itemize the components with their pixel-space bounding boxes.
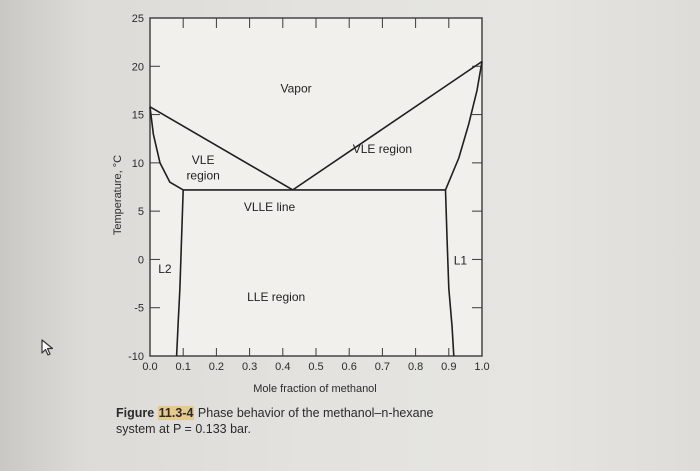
plot-frame [149, 17, 483, 357]
y-tick-label-2: 15 [132, 110, 144, 122]
annotation-7: L1 [454, 253, 468, 267]
phase-line-2 [149, 106, 184, 191]
x-tick-label-10: 1.0 [474, 361, 489, 373]
figure-caption: Figure 11.3-4 Phase behavior of the meth… [116, 405, 556, 437]
plot-area [149, 17, 483, 357]
y-tick-label-7: -10 [128, 351, 144, 363]
phase-line-5 [444, 189, 455, 357]
x-tick-label-2: 0.2 [209, 361, 224, 373]
x-axis-label: Mole fraction of methanol [253, 383, 377, 395]
y-tick-label-6: -5 [134, 303, 144, 315]
x-tick-label-4: 0.4 [275, 361, 290, 373]
annotation-3: VLE region [353, 142, 412, 156]
x-tick-label-6: 0.6 [342, 361, 357, 373]
caption-line-1: Phase behavior of the methanol–n-hexane [194, 406, 434, 420]
tick-labels: 0.0 0.1 0.2 0.3 0.4 0.5 0.6 0.7 0.8 0.9 1.0 25 20 15 1… [128, 13, 490, 373]
x-tick-label-1: 0.1 [176, 361, 191, 373]
y-tick-label-5: 0 [138, 254, 144, 266]
x-tick-label-8: 0.8 [408, 361, 423, 373]
annotation-6: L2 [158, 262, 172, 276]
caption-line-2: system at P = 0.133 bar. [116, 422, 251, 436]
y-axis-label: Temperature, °C [112, 155, 124, 235]
y-tick-label-3: 10 [132, 158, 144, 170]
phase-curves [149, 60, 483, 357]
x-tick-label-0: 0.0 [142, 361, 157, 373]
y-tick-label-1: 20 [132, 61, 144, 73]
figure-prefix: Figure [116, 406, 158, 420]
y-tick-label-0: 25 [132, 13, 144, 25]
x-tick-label-3: 0.3 [242, 361, 257, 373]
phase-line-1 [292, 60, 483, 191]
y-tick-label-4: 5 [138, 206, 144, 218]
phase-line-6 [444, 61, 483, 191]
phase-line-0 [149, 106, 294, 191]
annotation-2: region [186, 168, 219, 182]
x-tick-label-5: 0.5 [308, 361, 323, 373]
cursor-icon [41, 339, 54, 356]
figure-number: 11.3-4 [157, 406, 195, 420]
x-tick-label-7: 0.7 [375, 361, 390, 373]
phase-line-4 [175, 189, 184, 357]
annotation-0: Vapor [281, 81, 312, 95]
annotation-4: VLLE line [244, 200, 296, 214]
x-tick-label-9: 0.9 [441, 361, 456, 373]
annotation-5: LLE region [247, 290, 305, 304]
axis-ticks [149, 17, 483, 357]
annotation-1: VLE [192, 153, 215, 167]
